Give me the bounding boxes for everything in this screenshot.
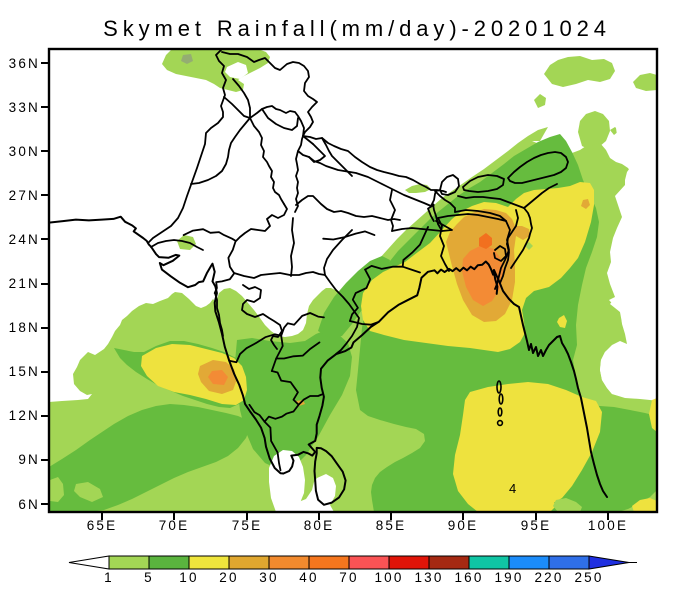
svg-text:30N: 30N — [9, 144, 40, 159]
svg-text:80E: 80E — [304, 518, 335, 533]
svg-text:1: 1 — [104, 570, 114, 585]
svg-text:10: 10 — [179, 570, 198, 585]
svg-text:12N: 12N — [9, 408, 40, 423]
svg-text:5: 5 — [144, 570, 154, 585]
svg-text:70E: 70E — [159, 518, 190, 533]
svg-text:33N: 33N — [9, 100, 40, 115]
svg-text:100: 100 — [374, 570, 403, 585]
svg-text:15N: 15N — [9, 364, 40, 379]
svg-text:190: 190 — [494, 570, 523, 585]
svg-text:90E: 90E — [448, 518, 479, 533]
svg-text:70: 70 — [339, 570, 358, 585]
svg-text:4: 4 — [509, 481, 516, 496]
svg-text:40: 40 — [299, 570, 318, 585]
svg-text:130: 130 — [414, 570, 443, 585]
svg-text:250: 250 — [574, 570, 603, 585]
svg-text:6N: 6N — [18, 497, 40, 512]
svg-text:18N: 18N — [9, 320, 40, 335]
svg-text:75E: 75E — [232, 518, 263, 533]
svg-text:160: 160 — [454, 570, 483, 585]
svg-text:30: 30 — [259, 570, 278, 585]
svg-text:100E: 100E — [588, 518, 628, 533]
svg-text:20: 20 — [219, 570, 238, 585]
svg-text:9N: 9N — [18, 452, 40, 467]
svg-text:85E: 85E — [376, 518, 407, 533]
svg-text:Skymet Rainfall(mm/day)-202010: Skymet Rainfall(mm/day)-20201024 — [103, 16, 611, 41]
svg-text:65E: 65E — [87, 518, 118, 533]
svg-text:24N: 24N — [9, 232, 40, 247]
svg-text:21N: 21N — [9, 276, 40, 291]
svg-text:95E: 95E — [521, 518, 552, 533]
svg-text:36N: 36N — [9, 56, 40, 71]
svg-text:27N: 27N — [9, 188, 40, 203]
svg-text:220: 220 — [534, 570, 563, 585]
